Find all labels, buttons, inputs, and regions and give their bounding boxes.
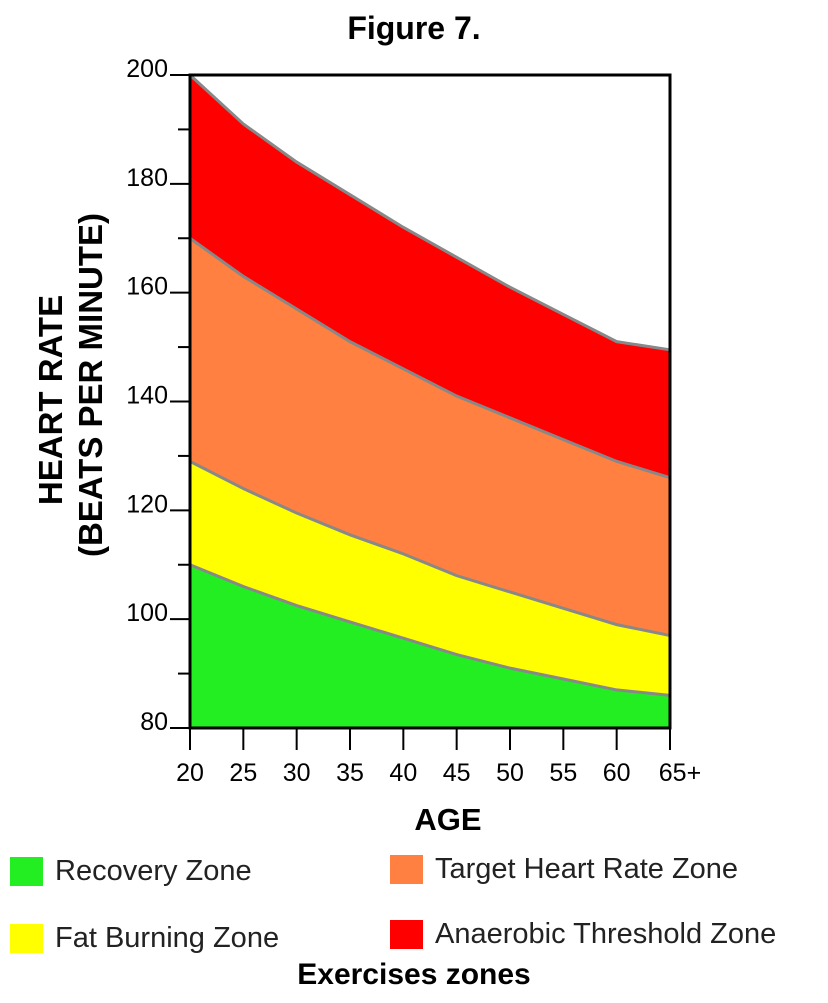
zone-boundary-line — [188, 73, 671, 352]
x-tick-label: 20 — [176, 759, 204, 787]
x-axis: 20 25 30 35 40 45 50 55 60 65+ — [176, 728, 701, 787]
legend-item-anaerobic: Anaerobic Threshold Zone — [390, 918, 776, 951]
legend-item-fat-burning: Fat Burning Zone — [10, 922, 279, 955]
y-tick-label: 200 — [126, 55, 168, 83]
anaerobic-zone-swatch — [390, 920, 423, 949]
x-tick-label: 35 — [336, 759, 364, 787]
y-axis: 80 100 120 140 160 180 200 — [126, 55, 190, 736]
x-tick-label: 30 — [283, 759, 311, 787]
anaerobic-zone-area — [190, 75, 670, 478]
recovery-zone-swatch — [10, 857, 43, 886]
y-tick-label: 180 — [126, 164, 168, 192]
legend-label: Fat Burning Zone — [55, 922, 280, 954]
target-zone-area — [190, 238, 670, 636]
x-tick-label: 40 — [389, 759, 417, 787]
legend-item-target: Target Heart Rate Zone — [390, 853, 738, 886]
zone-boundary-line — [189, 237, 671, 480]
zone-areas — [190, 75, 670, 728]
x-tick-label: 25 — [229, 759, 257, 787]
x-axis-title: AGE — [414, 802, 481, 837]
x-tick-label: 45 — [443, 759, 471, 787]
zone-boundary-line — [189, 460, 671, 637]
y-axis-title-line1: HEART RATE — [32, 295, 69, 505]
x-tick-label: 50 — [496, 759, 524, 787]
zone-boundary-line — [189, 563, 671, 697]
legend-label: Recovery Zone — [55, 855, 252, 887]
fat-burning-zone-swatch — [10, 924, 43, 953]
legend-item-recovery: Recovery Zone — [10, 855, 252, 888]
target-zone-swatch — [390, 855, 423, 884]
y-tick-label: 80 — [140, 708, 168, 736]
x-tick-label: 60 — [603, 759, 631, 787]
chart-caption: Exercises zones — [297, 958, 531, 991]
y-tick-label: 140 — [126, 382, 168, 410]
y-tick-label: 160 — [126, 273, 168, 301]
chart-title: Figure 7. — [347, 10, 481, 46]
y-tick-label: 120 — [126, 490, 168, 518]
x-tick-label: 65+ — [659, 759, 701, 787]
x-tick-label: 55 — [549, 759, 577, 787]
legend-label: Anaerobic Threshold Zone — [435, 918, 777, 950]
legend-label: Target Heart Rate Zone — [435, 853, 739, 885]
y-tick-label: 100 — [126, 599, 168, 627]
y-axis-title-line2: (BEATS PER MINUTE) — [72, 213, 109, 557]
